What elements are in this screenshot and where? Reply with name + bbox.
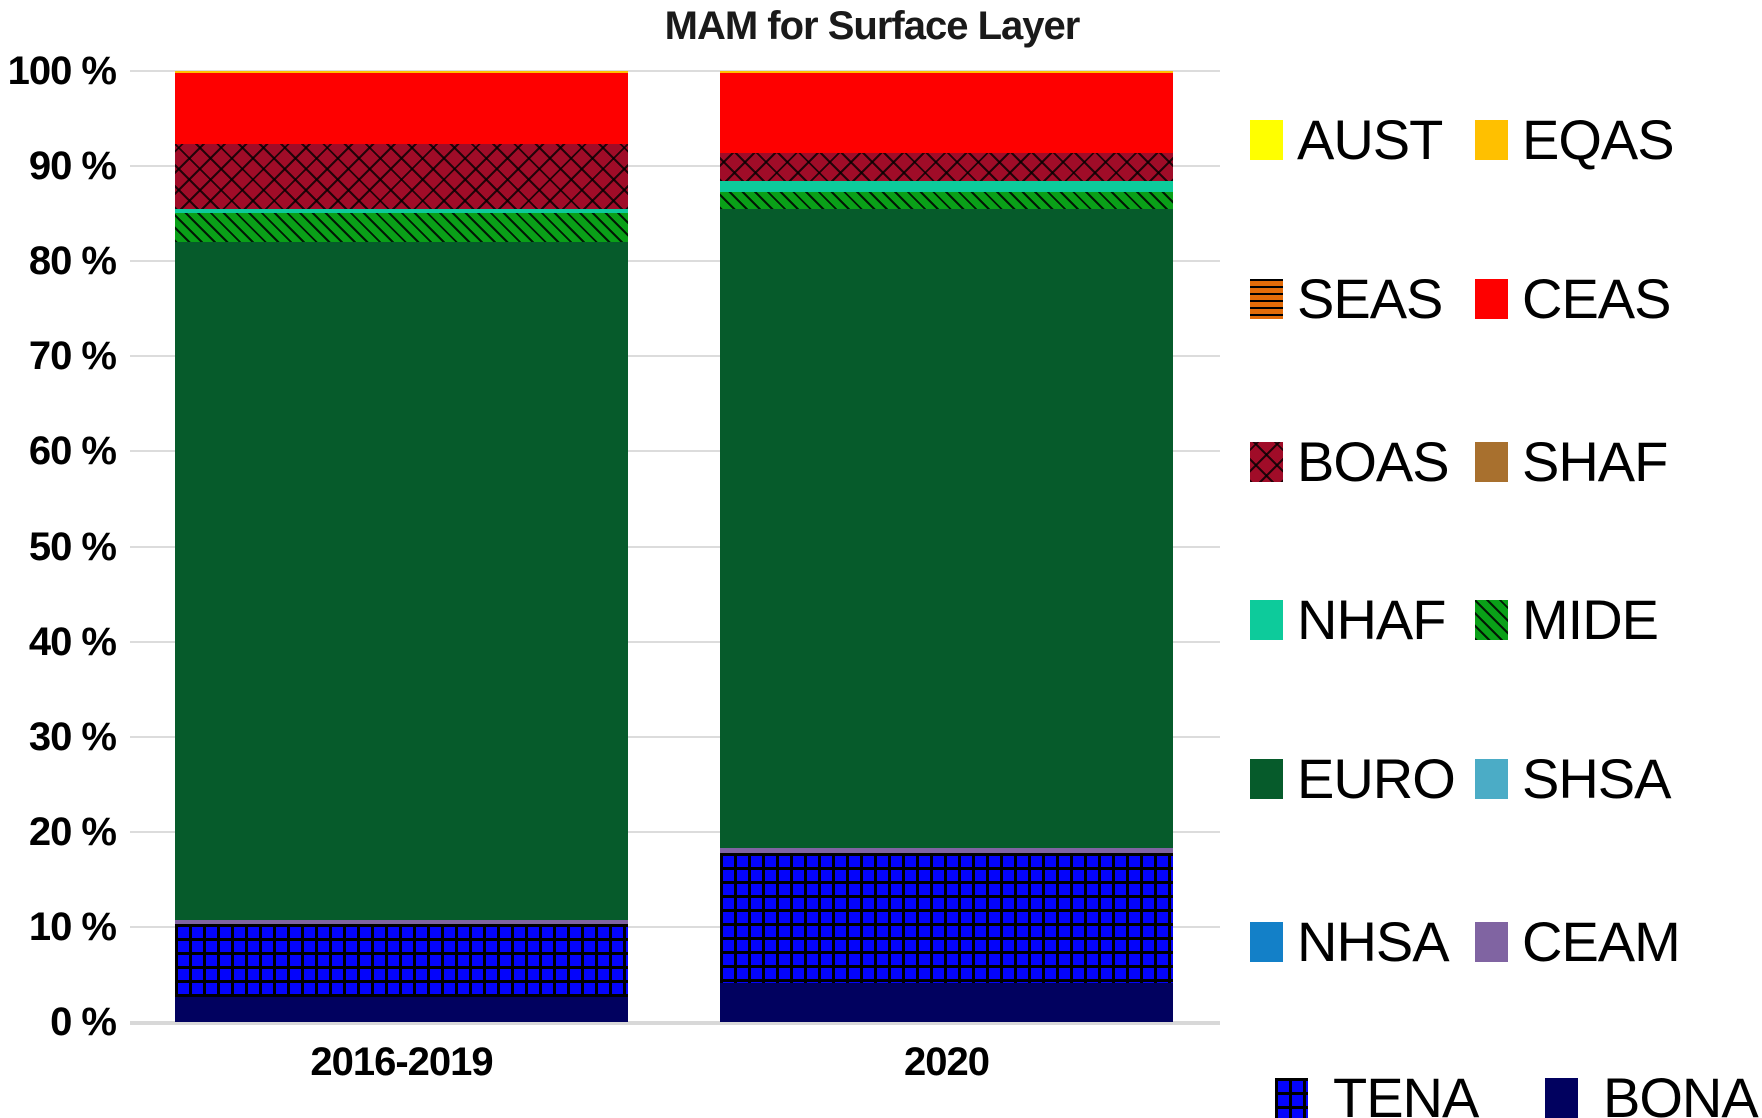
legend-swatch-CEAM <box>1475 922 1508 962</box>
bar-segment-TENA <box>720 852 1173 984</box>
bar-segment-CEAM <box>175 920 628 925</box>
legend-label-AUST: AUST <box>1297 108 1443 171</box>
gridline <box>130 450 1220 453</box>
gridline <box>130 260 1220 263</box>
bar-segment-CEAS <box>175 72 628 145</box>
legend-label-EURO: EURO <box>1297 747 1456 810</box>
legend-label-SHAF: SHAF <box>1522 430 1668 493</box>
y-axis-tick-label: 60 % <box>28 429 117 474</box>
y-axis-tick-label: 50 % <box>28 524 117 569</box>
legend-label-SHSA: SHSA <box>1522 747 1671 810</box>
bar-segment-MIDE <box>720 191 1173 209</box>
legend-swatch-BONA <box>1545 1078 1578 1118</box>
legend-swatch-SHAF <box>1475 442 1508 482</box>
x-axis-category-label: 2020 <box>904 1040 990 1084</box>
legend-swatch-SHSA <box>1475 759 1508 799</box>
bar-segment-MIDE <box>175 212 628 243</box>
y-axis-tick-label: 40 % <box>28 619 117 664</box>
y-axis-tick-label: 100 % <box>7 49 117 93</box>
bar-segment-BOAS <box>175 144 628 209</box>
legend-label-CEAM: CEAM <box>1522 910 1681 973</box>
legend-label-BONA: BONA <box>1603 1066 1759 1118</box>
legend-swatch-CEAS <box>1475 279 1508 319</box>
bar-segment-BONA <box>175 997 628 1022</box>
y-axis-tick-label: 30 % <box>28 714 117 759</box>
legend-swatch-NHAF <box>1250 600 1283 640</box>
gridline <box>130 830 1220 833</box>
legend-label-SEAS: SEAS <box>1297 267 1443 330</box>
bar-segment-CEAS <box>720 72 1173 153</box>
legend-label-MIDE: MIDE <box>1522 588 1659 651</box>
legend-swatch-BOAS <box>1250 442 1283 482</box>
gridline <box>130 165 1220 168</box>
gridline <box>130 70 1220 72</box>
y-axis-tick-label: 80 % <box>28 239 117 284</box>
legend-swatch-EURO <box>1250 759 1283 799</box>
legend-swatch-NHSA <box>1250 922 1283 962</box>
bar-2020 <box>720 71 1173 1022</box>
legend-swatch-AUST <box>1250 120 1283 160</box>
legend-swatch-TENA <box>1275 1078 1308 1118</box>
gridline <box>130 640 1220 643</box>
y-axis-tick-label: 90 % <box>28 144 117 189</box>
bar-segment-EQAS <box>720 71 1173 73</box>
gridline <box>130 925 1220 928</box>
legend-swatch-MIDE <box>1475 600 1508 640</box>
bar-segment-BOAS <box>720 152 1173 182</box>
gridline <box>130 735 1220 738</box>
legend-label-TENA: TENA <box>1333 1066 1479 1118</box>
legend-swatch-EQAS <box>1475 120 1508 160</box>
bar-segment-TENA <box>175 924 628 998</box>
bar-segment-EQAS <box>175 71 628 73</box>
bar-segment-BONA <box>720 983 1173 1022</box>
bar-segment-CEAM <box>720 847 1173 853</box>
legend-label-EQAS: EQAS <box>1522 108 1675 171</box>
gridline <box>130 1021 1220 1025</box>
y-axis-tick-label: 0 % <box>50 1000 117 1044</box>
plot-area <box>130 70 1220 1025</box>
bar-segment-EURO <box>720 208 1173 848</box>
y-axis-tick-label: 10 % <box>28 904 117 949</box>
bar-segment-NHAF <box>175 208 628 213</box>
legend-swatch-SEAS <box>1250 279 1283 319</box>
y-axis-tick-label: 20 % <box>28 809 117 854</box>
chart-title: MAM for Surface Layer <box>664 4 1081 48</box>
bar-2016-2019 <box>175 71 628 1022</box>
bar-segment-EURO <box>175 242 628 921</box>
x-axis-category-label: 2016-2019 <box>310 1040 493 1084</box>
legend-label-BOAS: BOAS <box>1297 430 1450 493</box>
y-axis-tick-label: 70 % <box>28 334 117 379</box>
legend-label-NHSA: NHSA <box>1297 910 1450 973</box>
bar-segment-NHAF <box>720 181 1173 192</box>
gridline <box>130 355 1220 358</box>
gridline <box>130 545 1220 548</box>
legend-label-NHAF: NHAF <box>1297 588 1446 651</box>
legend-label-CEAS: CEAS <box>1522 267 1671 330</box>
